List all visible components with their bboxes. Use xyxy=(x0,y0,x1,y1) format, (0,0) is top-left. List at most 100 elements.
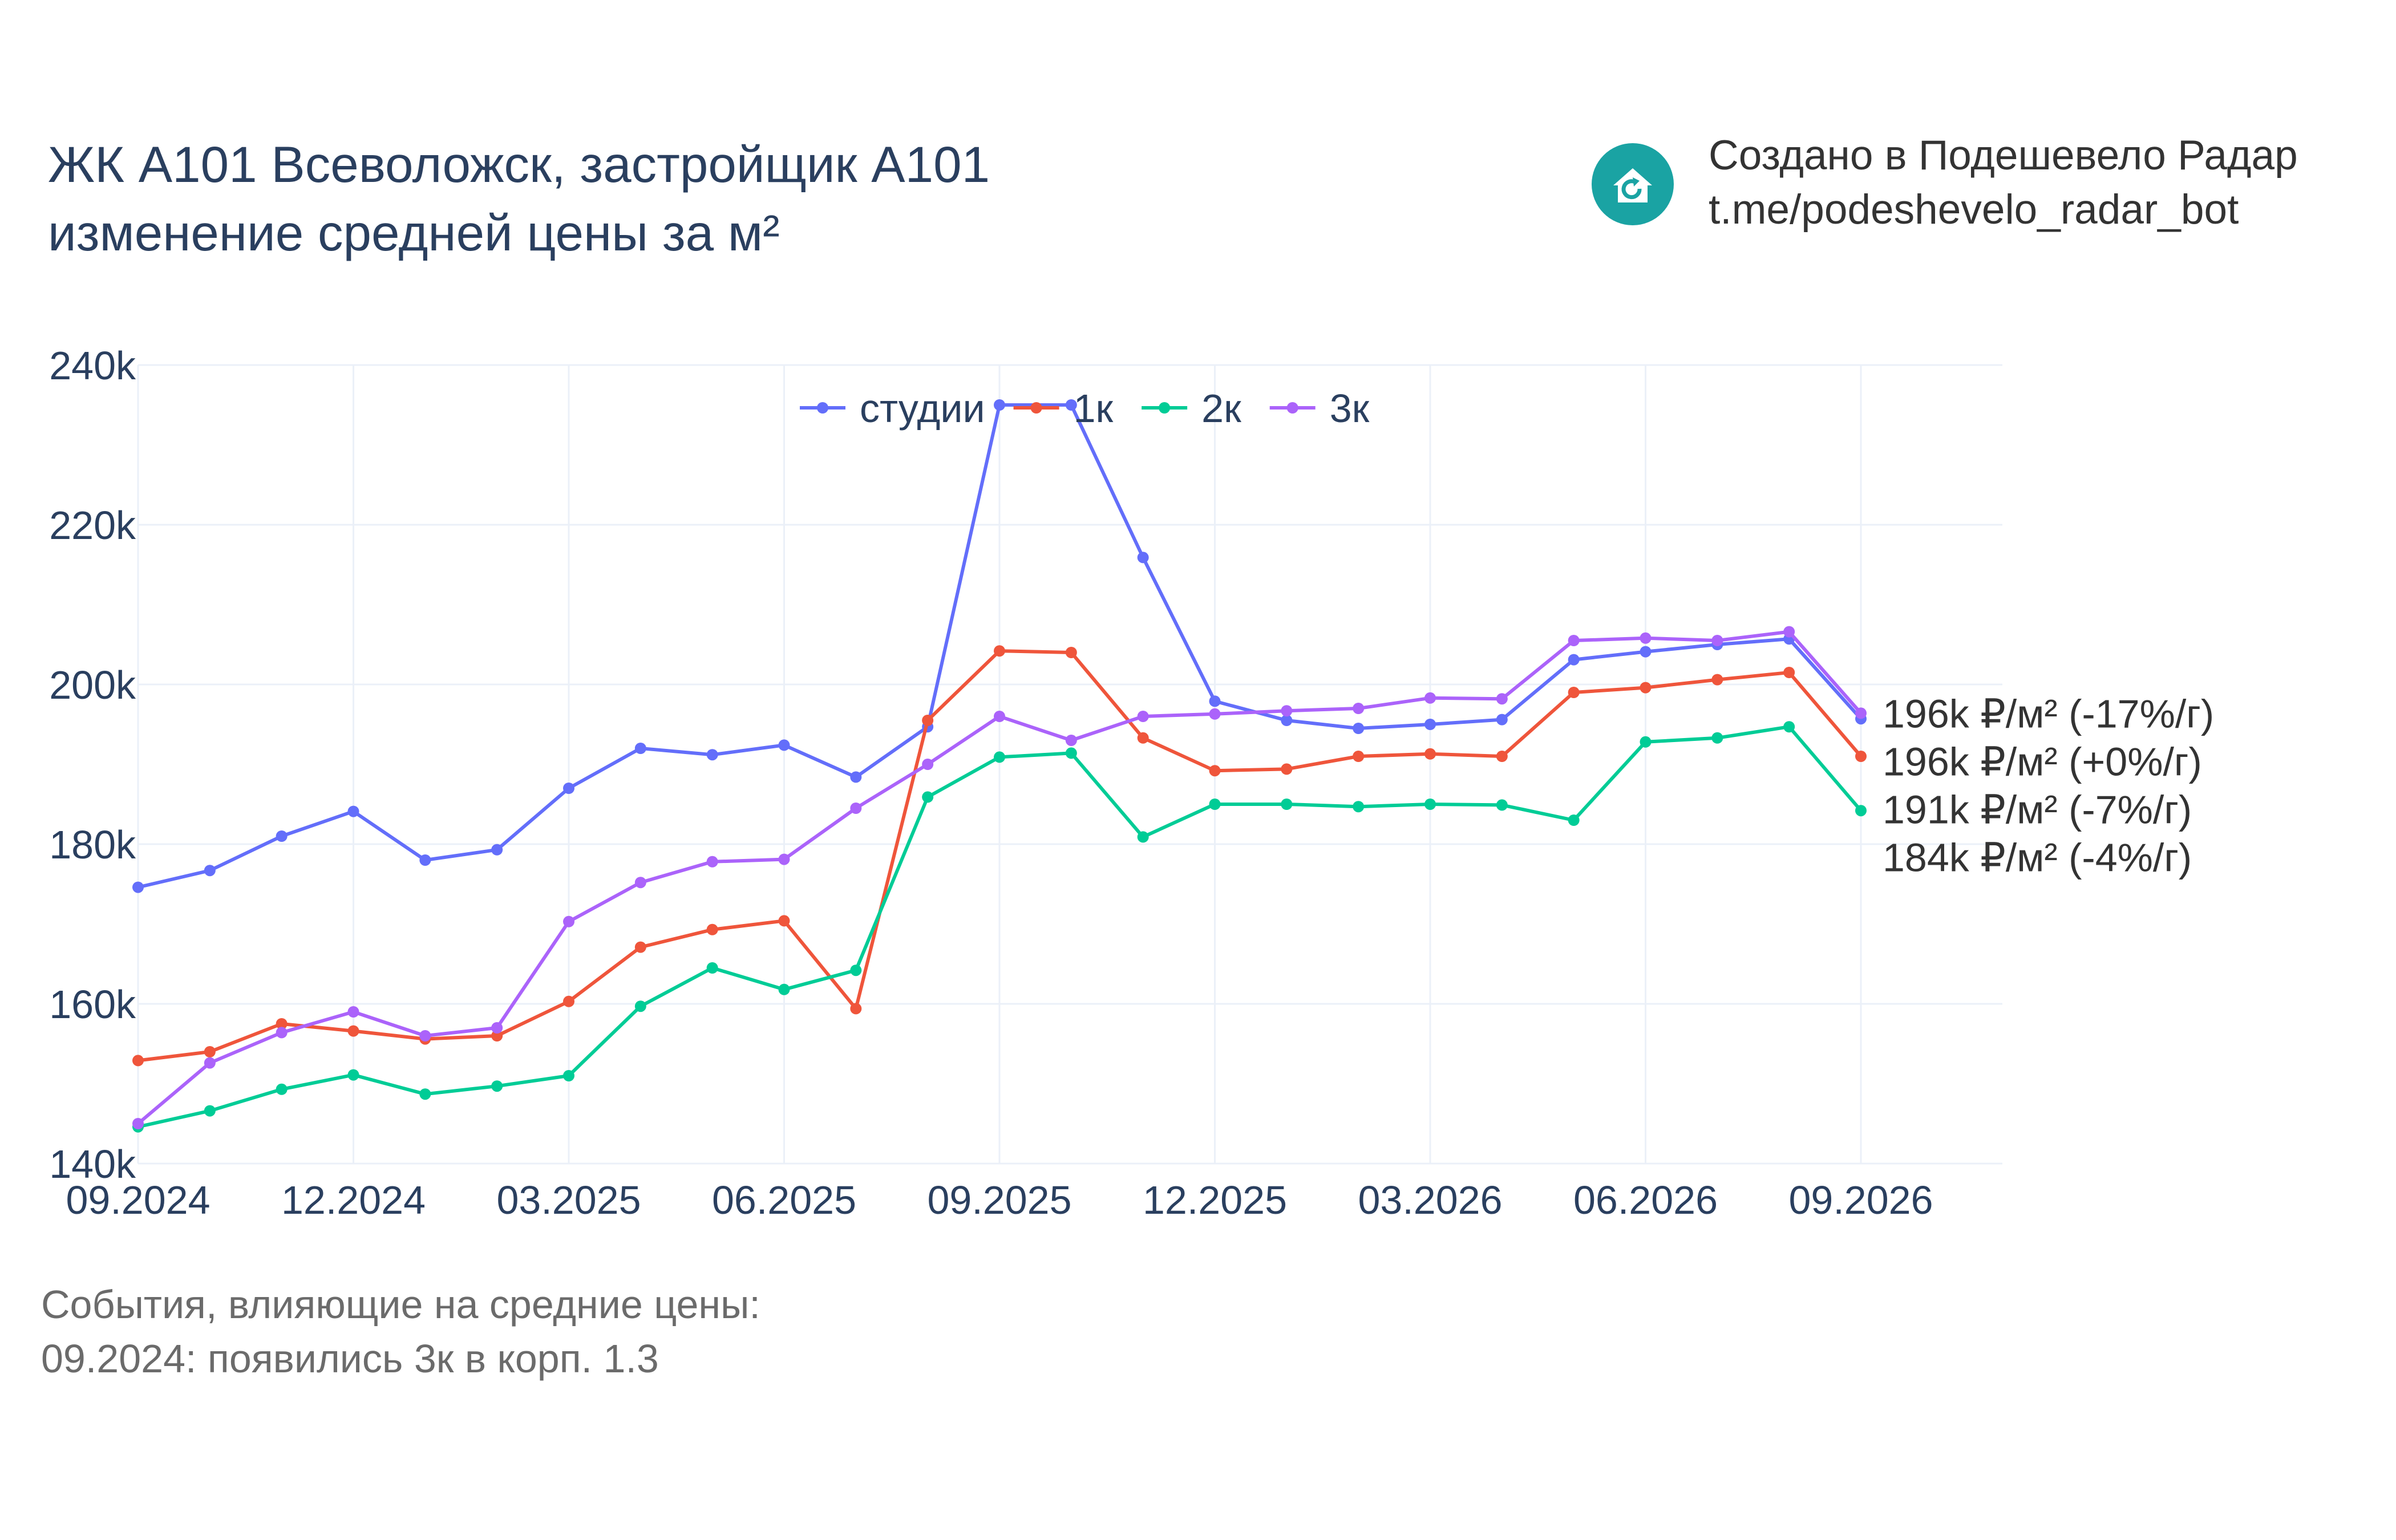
legend-item-2[interactable]: 2к xyxy=(1142,386,1241,431)
data-point[interactable] xyxy=(1568,635,1580,646)
data-point[interactable] xyxy=(706,749,718,761)
data-point[interactable] xyxy=(132,1118,144,1129)
data-point[interactable] xyxy=(778,983,790,995)
data-point[interactable] xyxy=(1496,751,1508,762)
chart-legend[interactable]: студии 1к 2к 3к xyxy=(800,386,1370,431)
data-point[interactable] xyxy=(706,962,718,974)
data-point[interactable] xyxy=(1640,682,1652,694)
data-point[interactable] xyxy=(276,1018,288,1030)
data-point[interactable] xyxy=(1353,801,1365,813)
data-point[interactable] xyxy=(1281,715,1293,726)
data-point[interactable] xyxy=(132,881,144,893)
data-point[interactable] xyxy=(1855,707,1867,719)
data-point[interactable] xyxy=(850,803,862,814)
data-point[interactable] xyxy=(1496,714,1508,726)
data-point[interactable] xyxy=(204,865,216,877)
data-point[interactable] xyxy=(994,751,1005,763)
data-point[interactable] xyxy=(204,1057,216,1069)
data-point[interactable] xyxy=(1855,805,1867,817)
data-point[interactable] xyxy=(276,830,288,842)
data-point[interactable] xyxy=(1640,736,1652,748)
data-point[interactable] xyxy=(994,711,1005,722)
data-point[interactable] xyxy=(1353,723,1365,734)
data-point[interactable] xyxy=(1353,751,1365,762)
data-point[interactable] xyxy=(491,1022,503,1034)
data-point[interactable] xyxy=(276,1027,288,1039)
data-point[interactable] xyxy=(994,645,1005,657)
data-point[interactable] xyxy=(634,743,646,754)
data-point[interactable] xyxy=(1568,814,1580,826)
data-point[interactable] xyxy=(1424,719,1436,730)
data-point[interactable] xyxy=(1137,732,1149,744)
data-point[interactable] xyxy=(922,791,934,803)
data-point[interactable] xyxy=(419,854,431,866)
data-point[interactable] xyxy=(1568,654,1580,666)
data-point[interactable] xyxy=(563,915,574,927)
data-point[interactable] xyxy=(778,915,790,927)
data-point[interactable] xyxy=(276,1083,288,1095)
data-point[interactable] xyxy=(1353,703,1365,714)
data-point[interactable] xyxy=(347,1069,359,1081)
data-point[interactable] xyxy=(634,877,646,889)
data-point[interactable] xyxy=(1424,692,1436,704)
data-point[interactable] xyxy=(1424,799,1436,810)
data-point[interactable] xyxy=(1281,763,1293,775)
data-point[interactable] xyxy=(1783,626,1795,638)
data-point[interactable] xyxy=(706,923,718,935)
data-point[interactable] xyxy=(1137,831,1149,843)
data-point[interactable] xyxy=(1424,748,1436,760)
data-point[interactable] xyxy=(922,759,934,770)
data-point[interactable] xyxy=(1783,721,1795,733)
brand-link[interactable]: t.me/podeshevelo_radar_bot xyxy=(1709,187,2239,233)
data-point[interactable] xyxy=(491,1030,503,1041)
data-point[interactable] xyxy=(634,941,646,953)
data-point[interactable] xyxy=(1209,695,1221,707)
data-point[interactable] xyxy=(1855,751,1867,762)
data-point[interactable] xyxy=(491,1080,503,1092)
data-point[interactable] xyxy=(132,1055,144,1067)
data-point[interactable] xyxy=(1209,708,1221,720)
data-point[interactable] xyxy=(778,739,790,751)
data-point[interactable] xyxy=(491,844,503,856)
data-point[interactable] xyxy=(994,399,1005,411)
data-point[interactable] xyxy=(1568,687,1580,698)
data-point[interactable] xyxy=(347,1006,359,1018)
data-point[interactable] xyxy=(1065,747,1077,759)
data-point[interactable] xyxy=(706,856,718,868)
legend-item-3[interactable]: 3к xyxy=(1269,386,1370,431)
data-point[interactable] xyxy=(1065,647,1077,658)
legend-item-1[interactable]: 1к xyxy=(1013,386,1114,431)
data-point[interactable] xyxy=(922,715,934,726)
data-point[interactable] xyxy=(563,1070,574,1081)
data-point[interactable] xyxy=(634,1000,646,1012)
data-point[interactable] xyxy=(1711,674,1723,686)
data-point[interactable] xyxy=(1711,732,1723,744)
data-point[interactable] xyxy=(1209,765,1221,777)
data-point[interactable] xyxy=(1640,632,1652,644)
data-point[interactable] xyxy=(1281,705,1293,717)
data-point[interactable] xyxy=(419,1088,431,1100)
data-point[interactable] xyxy=(850,1003,862,1015)
data-point[interactable] xyxy=(1496,693,1508,705)
data-point[interactable] xyxy=(1640,646,1652,658)
data-point[interactable] xyxy=(563,995,574,1007)
data-point[interactable] xyxy=(347,1025,359,1037)
data-point[interactable] xyxy=(1281,799,1293,810)
data-point[interactable] xyxy=(204,1046,216,1057)
house-refresh-icon[interactable] xyxy=(1592,143,1674,225)
legend-item-0[interactable]: студии xyxy=(800,386,985,431)
data-point[interactable] xyxy=(1065,399,1077,411)
data-point[interactable] xyxy=(1496,799,1508,811)
data-point[interactable] xyxy=(850,964,862,976)
data-point[interactable] xyxy=(1209,799,1221,810)
data-point[interactable] xyxy=(347,805,359,817)
data-point[interactable] xyxy=(778,853,790,865)
data-point[interactable] xyxy=(1065,735,1077,746)
data-point[interactable] xyxy=(1711,635,1723,646)
data-point[interactable] xyxy=(563,783,574,794)
data-point[interactable] xyxy=(204,1105,216,1117)
data-point[interactable] xyxy=(1783,667,1795,678)
data-point[interactable] xyxy=(1137,711,1149,722)
data-point[interactable] xyxy=(850,771,862,783)
data-point[interactable] xyxy=(419,1030,431,1041)
